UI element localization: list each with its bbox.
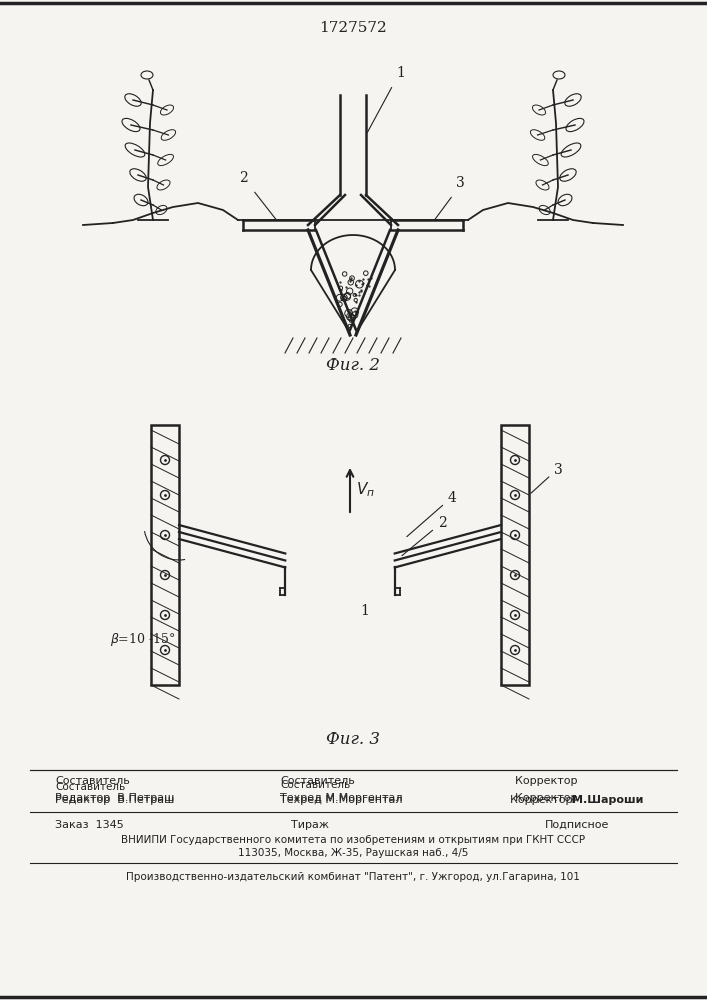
Text: 113035, Москва, Ж-35, Раушская наб., 4/5: 113035, Москва, Ж-35, Раушская наб., 4/5 xyxy=(238,848,468,858)
Text: Корректор: Корректор xyxy=(515,793,585,803)
Text: 4: 4 xyxy=(448,491,457,505)
Text: Корректор: Корректор xyxy=(515,776,585,786)
Bar xyxy=(151,425,179,685)
Text: 2: 2 xyxy=(239,171,248,185)
Text: Составитель: Составитель xyxy=(280,776,355,786)
Text: Корректор: Корректор xyxy=(510,795,580,805)
Text: Тираж: Тираж xyxy=(291,820,329,830)
Text: Фиг. 2: Фиг. 2 xyxy=(326,357,380,373)
Bar xyxy=(501,425,529,685)
Text: 1: 1 xyxy=(361,604,369,618)
Text: Составитель: Составитель xyxy=(280,780,350,790)
Text: Техред М.Моргентал: Техред М.Моргентал xyxy=(280,795,402,805)
Text: Составитель: Составитель xyxy=(55,776,130,786)
Text: Производственно-издательский комбинат "Патент", г. Ужгород, ул.Гагарина, 101: Производственно-издательский комбинат "П… xyxy=(126,872,580,882)
Text: 1727572: 1727572 xyxy=(319,21,387,35)
Text: Фиг. 3: Фиг. 3 xyxy=(326,732,380,748)
Text: Заказ  1345: Заказ 1345 xyxy=(55,820,124,830)
Text: $V_п$: $V_п$ xyxy=(356,481,375,499)
Text: М.Шароши: М.Шароши xyxy=(572,795,643,805)
Text: $\beta$=10 -15°: $\beta$=10 -15° xyxy=(110,632,175,648)
Text: Редактор  В.Петраш: Редактор В.Петраш xyxy=(55,793,175,803)
Text: ВНИИПИ Государственного комитета по изобретениям и открытиям при ГКНТ СССР: ВНИИПИ Государственного комитета по изоб… xyxy=(121,835,585,845)
Text: 3: 3 xyxy=(554,463,563,477)
Text: 3: 3 xyxy=(456,176,464,190)
Text: Редактор  В.Петраш: Редактор В.Петраш xyxy=(55,795,175,805)
Text: 1: 1 xyxy=(396,66,405,80)
Text: Техред М.Моргентал: Техред М.Моргентал xyxy=(280,793,402,803)
Text: Подписное: Подписное xyxy=(545,820,609,830)
Text: 2: 2 xyxy=(438,516,447,530)
Text: Составитель: Составитель xyxy=(55,782,125,792)
